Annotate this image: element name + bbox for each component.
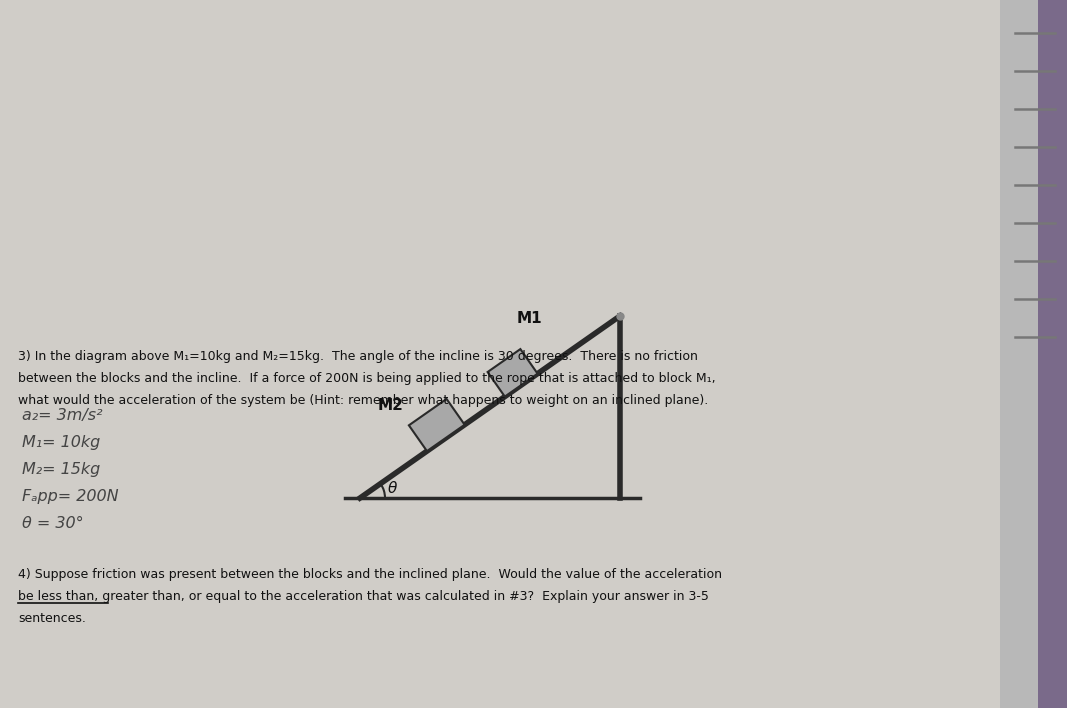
Text: what would the acceleration of the system be (Hint: remember what happens to wei: what would the acceleration of the syste… <box>18 394 708 407</box>
Polygon shape <box>488 349 538 396</box>
Text: M₁= 10kg: M₁= 10kg <box>22 435 100 450</box>
Text: a₂= 3m/s²: a₂= 3m/s² <box>22 408 102 423</box>
Text: θ: θ <box>388 481 397 496</box>
Text: sentences.: sentences. <box>18 612 85 625</box>
Text: M₂= 15kg: M₂= 15kg <box>22 462 100 477</box>
Text: M2: M2 <box>378 398 403 413</box>
Text: Fₐpp= 200N: Fₐpp= 200N <box>22 489 118 504</box>
Text: θ = 30°: θ = 30° <box>22 516 83 531</box>
Text: be less than, greater than, or equal to the acceleration that was calculated in : be less than, greater than, or equal to … <box>18 590 708 603</box>
Text: 3) In the diagram above M₁=10kg and M₂=15kg.  The angle of the incline is 30 deg: 3) In the diagram above M₁=10kg and M₂=1… <box>18 350 698 363</box>
FancyBboxPatch shape <box>0 0 1000 708</box>
Text: 4) Suppose friction was present between the blocks and the inclined plane.  Woul: 4) Suppose friction was present between … <box>18 568 722 581</box>
FancyBboxPatch shape <box>1038 0 1067 708</box>
Text: M1: M1 <box>516 311 542 326</box>
Polygon shape <box>409 399 464 451</box>
Text: between the blocks and the incline.  If a force of 200N is being applied to the : between the blocks and the incline. If a… <box>18 372 716 385</box>
